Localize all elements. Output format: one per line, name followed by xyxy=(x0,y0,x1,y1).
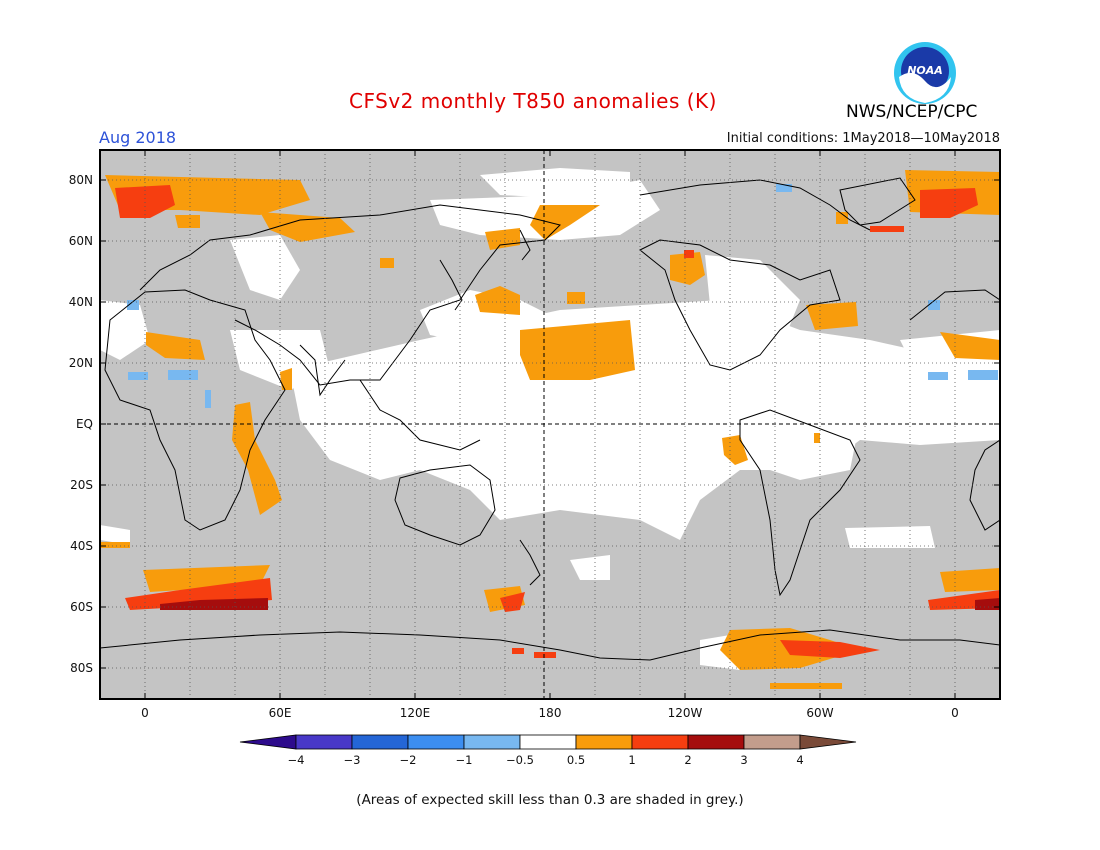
legend-swatch xyxy=(407,734,465,750)
legend-tick-label: 4 xyxy=(796,753,803,767)
agency-label: NWS/NCEP/CPC xyxy=(846,102,978,122)
lat-label: 60S xyxy=(70,600,93,614)
graticule xyxy=(100,150,1000,699)
legend-swatch xyxy=(295,734,353,750)
lat-label: 20S xyxy=(70,478,93,492)
initial-conditions: Initial conditions: 1May2018—10May2018 xyxy=(726,131,1000,146)
positive-anomaly-1-2 xyxy=(115,185,1000,658)
lat-label: EQ xyxy=(76,417,93,431)
legend-swatch xyxy=(519,734,577,750)
noaa-logo: NOAA xyxy=(894,42,956,104)
legend-tick-label: −4 xyxy=(288,753,305,767)
legend-tick-label: −2 xyxy=(400,753,417,767)
lat-label: 60N xyxy=(69,234,93,248)
legend-swatch xyxy=(687,734,745,750)
legend-tick-label: 1 xyxy=(628,753,635,767)
lon-label: 60W xyxy=(806,706,833,720)
lat-label: 40S xyxy=(70,539,93,553)
positive-anomaly-0p5-1 xyxy=(100,170,1000,689)
legend-swatch xyxy=(743,734,801,750)
legend-tick-label: 3 xyxy=(740,753,747,767)
low-skill-region xyxy=(100,150,1000,699)
lon-label: 180 xyxy=(539,706,562,720)
lat-label: 40N xyxy=(69,295,93,309)
near-normal-regions xyxy=(100,168,1000,670)
legend-tick-label: −0.5 xyxy=(506,753,534,767)
legend-arrow-high xyxy=(799,734,857,750)
legend-tick-label: 0.5 xyxy=(567,753,585,767)
lat-label: 20N xyxy=(69,356,93,370)
legend-swatch xyxy=(351,734,409,750)
lat-label: 80N xyxy=(69,173,93,187)
skill-footnote: (Areas of expected skill less than 0.3 a… xyxy=(356,792,744,808)
lon-label: 60E xyxy=(269,706,292,720)
noaa-logo-text: NOAA xyxy=(907,64,943,77)
color-legend: −4 −3 −2 −1 −0.5 0.5 1 2 3 4 xyxy=(239,734,857,767)
latitude-axis: 80N 60N 40N 20N EQ 20S 40S 60S 80S xyxy=(69,173,1000,675)
lon-label: 120E xyxy=(400,706,431,720)
longitude-axis: 0 60E 120E 180 120W 60W 0 xyxy=(141,150,959,720)
map-fields xyxy=(100,150,1000,699)
legend-swatch xyxy=(463,734,521,750)
legend-swatch xyxy=(575,734,633,750)
map-frame xyxy=(99,149,1001,700)
lon-label: 120W xyxy=(668,706,703,720)
negative-anomaly-regions xyxy=(127,184,998,408)
legend-tick-label: −1 xyxy=(456,753,473,767)
chart-title: CFSv2 monthly T850 anomalies (K) xyxy=(349,89,717,113)
coastlines xyxy=(100,177,1000,661)
legend-tick-label: −3 xyxy=(344,753,361,767)
legend-arrow-low xyxy=(239,734,297,750)
legend-swatch xyxy=(631,734,689,750)
forecast-month: Aug 2018 xyxy=(99,128,177,147)
lon-label: 0 xyxy=(951,706,959,720)
lon-label: 0 xyxy=(141,706,149,720)
positive-anomaly-2-3 xyxy=(160,598,1000,610)
legend-tick-label: 2 xyxy=(684,753,691,767)
lat-label: 80S xyxy=(70,661,93,675)
